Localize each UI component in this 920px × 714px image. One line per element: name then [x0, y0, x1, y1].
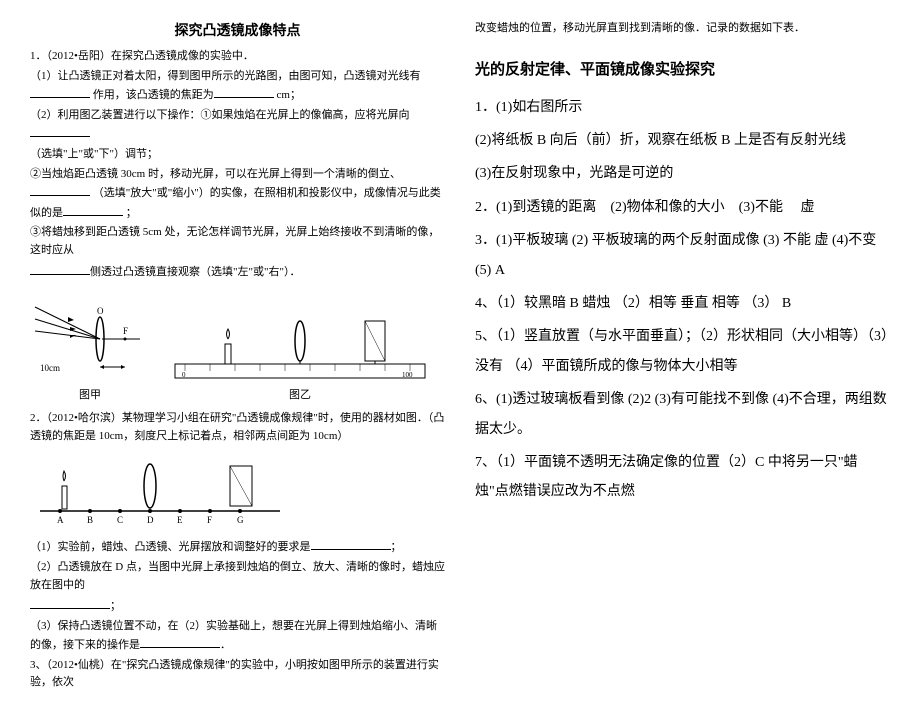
blank: [30, 596, 110, 609]
a2: 2．(1)到透镜的距离 (2)物体和像的大小 (3)不能 虚: [475, 193, 890, 222]
blank: [311, 537, 391, 550]
fig2-caption: 图乙: [170, 386, 430, 402]
blank: [30, 262, 90, 275]
q1-2c-line: ②当烛焰距凸透镜 30cm 时，移动光屏，可以在光屏上得到一个清晰的倒立、 （选…: [30, 166, 445, 223]
figure-3: A B C D E F G: [30, 451, 445, 531]
q1-head: 1．（2012•岳阳）在探究凸透镜成像的实验中．: [30, 48, 445, 66]
blank: [214, 85, 274, 98]
left-column: 探究凸透镜成像特点 1．（2012•岳阳）在探究凸透镜成像的实验中． （1）让凸…: [30, 20, 445, 694]
a7: 7、（1）平面镜不透明无法确定像的位置（2）C 中将另一只"蜡烛"点燃错误应改为…: [475, 448, 890, 507]
a1-3: (3)在反射现象中，光路是可逆的: [475, 159, 890, 188]
q2-2-line: （2）凸透镜放在 D 点，当图中光屏上承接到烛焰的倒立、放大、清晰的像时，蜡烛应…: [30, 559, 445, 594]
fig1-caption: 图甲: [30, 386, 150, 402]
q1-2g-line: 侧透过凸透镜直接观察（选填"左"或"右"）．: [30, 262, 445, 282]
label-10cm: 10cm: [40, 363, 60, 373]
a3: 3．(1)平板玻璃 (2) 平板玻璃的两个反射面成像 (3) 不能 虚 (4)不…: [475, 226, 890, 285]
svg-text:100: 100: [402, 371, 413, 379]
left-title: 探究凸透镜成像特点: [30, 20, 445, 40]
q2-1-line: （1）实验前，蜡烛、凸透镜、光屏摆放和调整好的要求是；: [30, 537, 445, 557]
q1-2b: （选填"上"或"下"）调节；: [30, 146, 445, 164]
a5: 5、（1）竖直放置（与水平面垂直）；（2）形状相同（大小相等）（3）没有 （4）…: [475, 322, 890, 381]
blank: [30, 85, 90, 98]
q2-2b-line: ；: [30, 596, 445, 616]
a6: 6、(1)透过玻璃板看到像 (2)2 (3)有可能找不到像 (4)不合理，两组数…: [475, 385, 890, 444]
q1-1: （1）让凸透镜正对着太阳，得到图甲所示的光路图，由图可知，凸透镜对光线有 作用，…: [30, 68, 445, 105]
q2-3-line: （3）保持凸透镜位置不动，在（2）实验基础上，想要在光屏上得到烛焰缩小、清晰的像…: [30, 618, 445, 655]
figure-row-1: O F 10cm 图甲: [30, 289, 445, 402]
svg-text:D: D: [147, 515, 154, 525]
svg-text:C: C: [117, 515, 123, 525]
svg-text:F: F: [207, 515, 212, 525]
q2-head: 2．（2012•哈尔滨）某物理学习小组在研究"凸透镜成像规律"时，使用的器材如图…: [30, 410, 445, 445]
svg-text:E: E: [177, 515, 183, 525]
q1-2a: （2）利用图乙装置进行以下操作：①如果烛焰在光屏上的像偏高，应将光屏向: [30, 109, 410, 121]
a1-2: (2)将纸板 B 向后（前）折，观察在纸板 B 上是否有反射光线: [475, 126, 890, 155]
figure-yi: 0 100 图乙: [170, 309, 430, 402]
q1-1b: 作用，该凸透镜的焦距为: [93, 89, 214, 101]
right-column: 改变蜡烛的位置，移动光屏直到找到清晰的像．记录的数据如下表． 光的反射定律、平面…: [475, 20, 890, 694]
a1: 1．(1)如右图所示: [475, 93, 890, 122]
q1-1c: cm；: [277, 89, 301, 101]
blank: [30, 124, 90, 137]
svg-text:B: B: [87, 515, 93, 525]
svg-text:A: A: [57, 515, 64, 525]
q1-2f-line: ③将蜡烛移到距凸透镜 5cm 处，无论怎样调节光屏，光屏上始终接收不到清晰的像，…: [30, 224, 445, 259]
svg-text:G: G: [237, 515, 244, 525]
blank: [30, 183, 90, 196]
q1-1a: （1）让凸透镜正对着太阳，得到图甲所示的光路图，由图可知，凸透镜对光线有: [30, 70, 421, 82]
svg-text:0: 0: [182, 371, 186, 379]
label-F: F: [123, 326, 128, 336]
blank: [140, 635, 220, 648]
right-title: 光的反射定律、平面镜成像实验探究: [475, 58, 890, 79]
q3-cont: 改变蜡烛的位置，移动光屏直到找到清晰的像．记录的数据如下表．: [475, 20, 890, 38]
q3-head: 3、（2012•仙桃）在"探究凸透镜成像规律"的实验中，小明按如图甲所示的装置进…: [30, 657, 445, 692]
q1-2a-line: （2）利用图乙装置进行以下操作：①如果烛焰在光屏上的像偏高，应将光屏向: [30, 107, 445, 144]
a4: 4、（1）较黑暗 B 蜡烛 （2）相等 垂直 相等 （3） B: [475, 289, 890, 318]
label-O: O: [97, 306, 104, 316]
figure-jia: O F 10cm 图甲: [30, 289, 150, 402]
blank: [63, 203, 123, 216]
